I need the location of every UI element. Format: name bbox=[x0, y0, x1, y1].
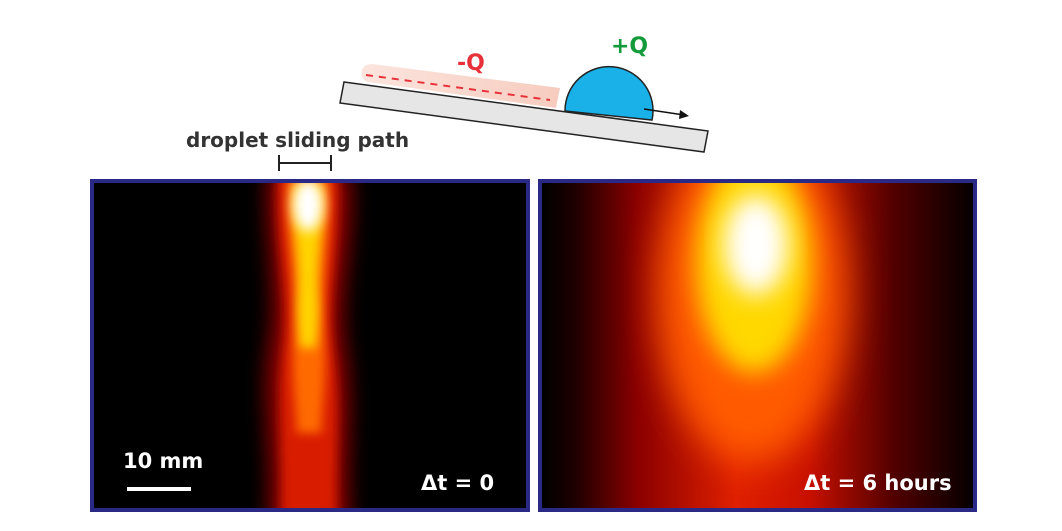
positive-charge-label: +Q bbox=[611, 34, 648, 59]
charge-map-t0-panel: 10 mm Δt = 0 bbox=[90, 179, 530, 512]
motion-arrow-head bbox=[679, 110, 689, 119]
charge-map-t6h-panel: Δt = 6 hours bbox=[538, 179, 977, 512]
charge-map-t0 bbox=[264, 183, 354, 508]
scale-bar bbox=[127, 487, 191, 491]
diffused-hotspot bbox=[724, 195, 788, 295]
scale-bar-label: 10 mm bbox=[123, 449, 204, 473]
negative-charge-label: -Q bbox=[457, 51, 485, 76]
motion-arrow bbox=[643, 108, 685, 116]
charged-trail bbox=[361, 64, 560, 108]
time-label-t6h: Δt = 6 hours bbox=[804, 471, 952, 495]
droplet bbox=[564, 65, 654, 121]
negative-charge-dashes bbox=[365, 74, 551, 101]
trail-hotspot bbox=[293, 183, 323, 231]
sliding-path-label: droplet sliding path bbox=[186, 128, 410, 152]
time-label-t0: Δt = 0 bbox=[421, 471, 495, 495]
path-width-bracket bbox=[278, 155, 332, 171]
charge-map-t6h bbox=[542, 183, 973, 508]
substrate-plate bbox=[339, 81, 709, 153]
